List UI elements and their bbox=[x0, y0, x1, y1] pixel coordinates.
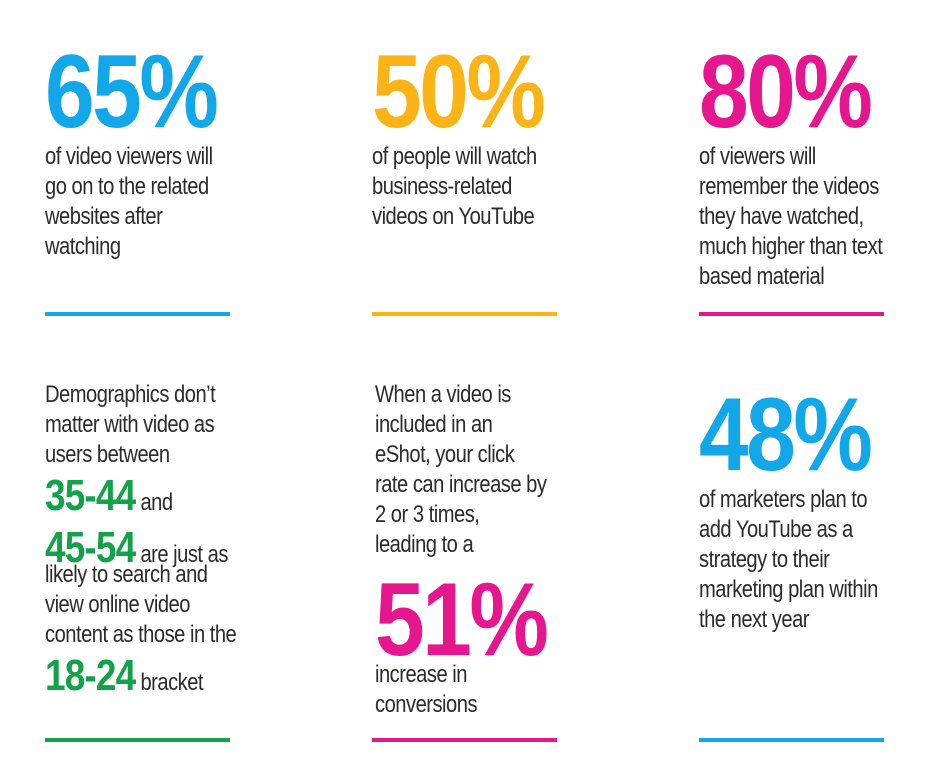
text-fragment: and bbox=[140, 489, 173, 516]
text-line: increase in bbox=[375, 661, 467, 688]
text-line: view online video bbox=[45, 591, 190, 618]
text-line: included in an bbox=[375, 411, 493, 438]
stat-card-65: 65% of video viewers will go on to the r… bbox=[45, 40, 244, 262]
text-line: conversions bbox=[375, 691, 478, 718]
demographics-card: Demographics don’t matter with video as … bbox=[45, 380, 273, 702]
text-line: eShot, your click bbox=[375, 441, 515, 468]
age-line-1: 35-44 and bbox=[45, 470, 236, 522]
eshot-text: When a video is included in an eShot, yo… bbox=[375, 380, 547, 560]
text-fragment: bracket bbox=[140, 669, 204, 696]
stat-description-65: of video viewers will go on to the relat… bbox=[45, 142, 213, 262]
text-line: videos on YouTube bbox=[372, 203, 535, 230]
divider-blue bbox=[45, 312, 230, 316]
stat-description-50: of people will watch business-related vi… bbox=[372, 142, 539, 232]
text-line: likely to search and bbox=[45, 561, 208, 588]
text-line: of people will watch bbox=[372, 143, 537, 170]
stat-value-50: 50% bbox=[372, 34, 546, 150]
text-line: users between bbox=[45, 441, 170, 468]
text-line: content as those in the bbox=[45, 621, 237, 648]
age-line-3: 18-24 bracket bbox=[45, 650, 236, 702]
divider-pink bbox=[699, 312, 884, 316]
stat-description-80: of viewers will remember the videos they… bbox=[699, 142, 883, 292]
text-line: When a video is bbox=[375, 381, 511, 408]
age-range-18-24: 18-24 bbox=[45, 651, 136, 700]
text-line: remember the videos bbox=[699, 173, 879, 200]
text-fragment: are just as bbox=[140, 541, 228, 568]
stat-card-48: 48% of marketers plan to add YouTube as … bbox=[699, 383, 912, 635]
divider-yellow bbox=[372, 312, 557, 316]
text-line: business-related bbox=[372, 173, 512, 200]
text-line: marketing plan within bbox=[699, 576, 878, 603]
stat-card-50: 50% of people will watch business-relate… bbox=[372, 40, 571, 232]
divider-blue-bottom bbox=[699, 738, 884, 742]
text-line: websites after bbox=[45, 203, 163, 230]
demographics-text: Demographics don’t matter with video as … bbox=[45, 380, 237, 702]
stat-description-48: of marketers plan to add YouTube as a st… bbox=[699, 485, 878, 635]
stat-value-80: 80% bbox=[699, 34, 873, 150]
eshot-after-text: increase in conversions bbox=[375, 660, 546, 720]
stat-value-48: 48% bbox=[699, 377, 873, 493]
divider-pink-bottom bbox=[372, 738, 557, 742]
text-line: leading to a bbox=[375, 531, 474, 558]
text-line: go on to the related bbox=[45, 173, 209, 200]
text-line: the next year bbox=[699, 606, 810, 633]
text-line: of video viewers will bbox=[45, 143, 213, 170]
text-line: strategy to their bbox=[699, 546, 830, 573]
text-line: 2 or 3 times, bbox=[375, 501, 480, 528]
stat-card-80: 80% of viewers will remember the videos … bbox=[699, 40, 917, 292]
text-line: based material bbox=[699, 263, 825, 290]
eshot-card: When a video is included in an eShot, yo… bbox=[375, 380, 579, 720]
stat-value-65: 65% bbox=[45, 34, 219, 150]
text-line: they have watched, bbox=[699, 203, 864, 230]
text-line: Demographics don’t bbox=[45, 381, 216, 408]
divider-green bbox=[45, 738, 230, 742]
text-line: of marketers plan to bbox=[699, 486, 868, 513]
age-line-2: 45-54 are just as bbox=[45, 522, 236, 574]
age-range-35-44: 35-44 bbox=[45, 471, 136, 520]
text-line: of viewers will bbox=[699, 143, 816, 170]
stat-value-51: 51% bbox=[375, 562, 549, 678]
age-range-45-54: 45-54 bbox=[45, 523, 136, 572]
text-line: much higher than text bbox=[699, 233, 883, 260]
text-line: add YouTube as a bbox=[699, 516, 853, 543]
text-line: matter with video as bbox=[45, 411, 215, 438]
text-line: rate can increase by bbox=[375, 471, 547, 498]
text-line: watching bbox=[45, 233, 121, 260]
